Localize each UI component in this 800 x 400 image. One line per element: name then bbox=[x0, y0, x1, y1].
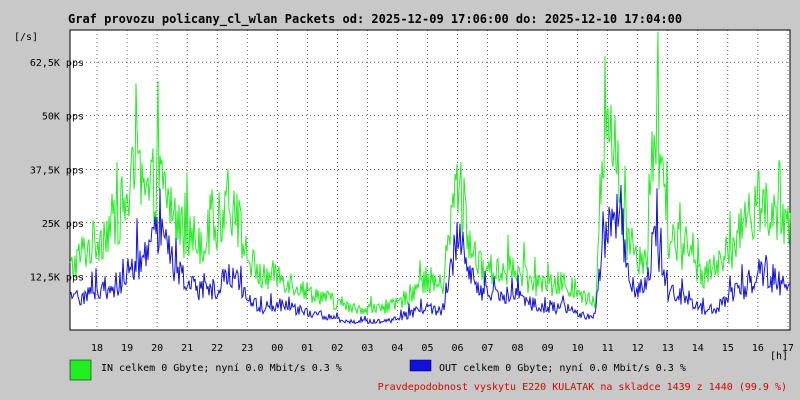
x-tick-label-18: 12 bbox=[632, 343, 644, 354]
x-tick-label-22: 16 bbox=[752, 343, 764, 354]
x-tick-label-3: 21 bbox=[181, 343, 193, 354]
x-tick-label-15: 09 bbox=[542, 343, 554, 354]
x-tick-label-11: 05 bbox=[421, 343, 433, 354]
y-tick-label-0: 12,5K pps bbox=[30, 272, 84, 283]
x-tick-label-10: 04 bbox=[391, 343, 403, 354]
x-tick-label-20: 14 bbox=[692, 343, 704, 354]
y-tick-label-1: 25K pps bbox=[42, 219, 84, 230]
x-tick-label-19: 13 bbox=[662, 343, 674, 354]
x-tick-label-23: 17 bbox=[782, 343, 794, 354]
x-tick-label-5: 23 bbox=[241, 343, 253, 354]
legend-out-swatch bbox=[409, 359, 432, 372]
legend-in-swatch bbox=[69, 359, 92, 381]
x-tick-label-1: 19 bbox=[121, 343, 133, 354]
x-tick-label-21: 15 bbox=[722, 343, 734, 354]
series-out-line bbox=[69, 184, 791, 325]
series-in-line bbox=[69, 31, 791, 315]
x-tick-label-8: 02 bbox=[331, 343, 343, 354]
x-tick-label-14: 08 bbox=[512, 343, 524, 354]
x-tick-label-6: 00 bbox=[271, 343, 283, 354]
x-tick-label-4: 22 bbox=[211, 343, 223, 354]
y-tick-label-4: 62,5K pps bbox=[30, 58, 84, 69]
x-tick-label-7: 01 bbox=[301, 343, 313, 354]
x-tick-label-13: 07 bbox=[481, 343, 493, 354]
y-tick-label-2: 37,5K pps bbox=[30, 165, 84, 176]
x-tick-label-0: 18 bbox=[91, 343, 103, 354]
x-tick-labels: 18 19 20 21 22 23 00 01 02 03 04 05 06 07 08 09 10 11 12 13… bbox=[91, 343, 794, 354]
x-tick-label-17: 11 bbox=[602, 343, 614, 354]
y-tick-label-3: 50K pps bbox=[42, 112, 84, 123]
chart-title: Graf provozu policany_cl_wlan Packets od… bbox=[68, 12, 682, 27]
x-tick-label-2: 20 bbox=[151, 343, 163, 354]
y-axis-unit: [/s] bbox=[14, 32, 38, 43]
x-axis-unit: [h] bbox=[770, 351, 788, 362]
series-layer bbox=[69, 31, 791, 325]
x-tick-label-12: 06 bbox=[451, 343, 463, 354]
x-tick-label-16: 10 bbox=[572, 343, 584, 354]
plot-area bbox=[69, 29, 791, 331]
footer-note: Pravdepodobnost vyskytu E220 KULATAK na … bbox=[378, 382, 787, 393]
x-tick-label-9: 03 bbox=[361, 343, 373, 354]
legend-out-text: OUT celkem 0 Gbyte; nyní 0.0 Mbit/s 0.3 … bbox=[439, 362, 686, 374]
legend-in-text: IN celkem 0 Gbyte; nyní 0.0 Mbit/s 0.3 % bbox=[101, 362, 342, 374]
y-tick-labels: 12,5K pps 25K pps 37,5K pps 50K pps 62,5K pp… bbox=[30, 58, 84, 283]
